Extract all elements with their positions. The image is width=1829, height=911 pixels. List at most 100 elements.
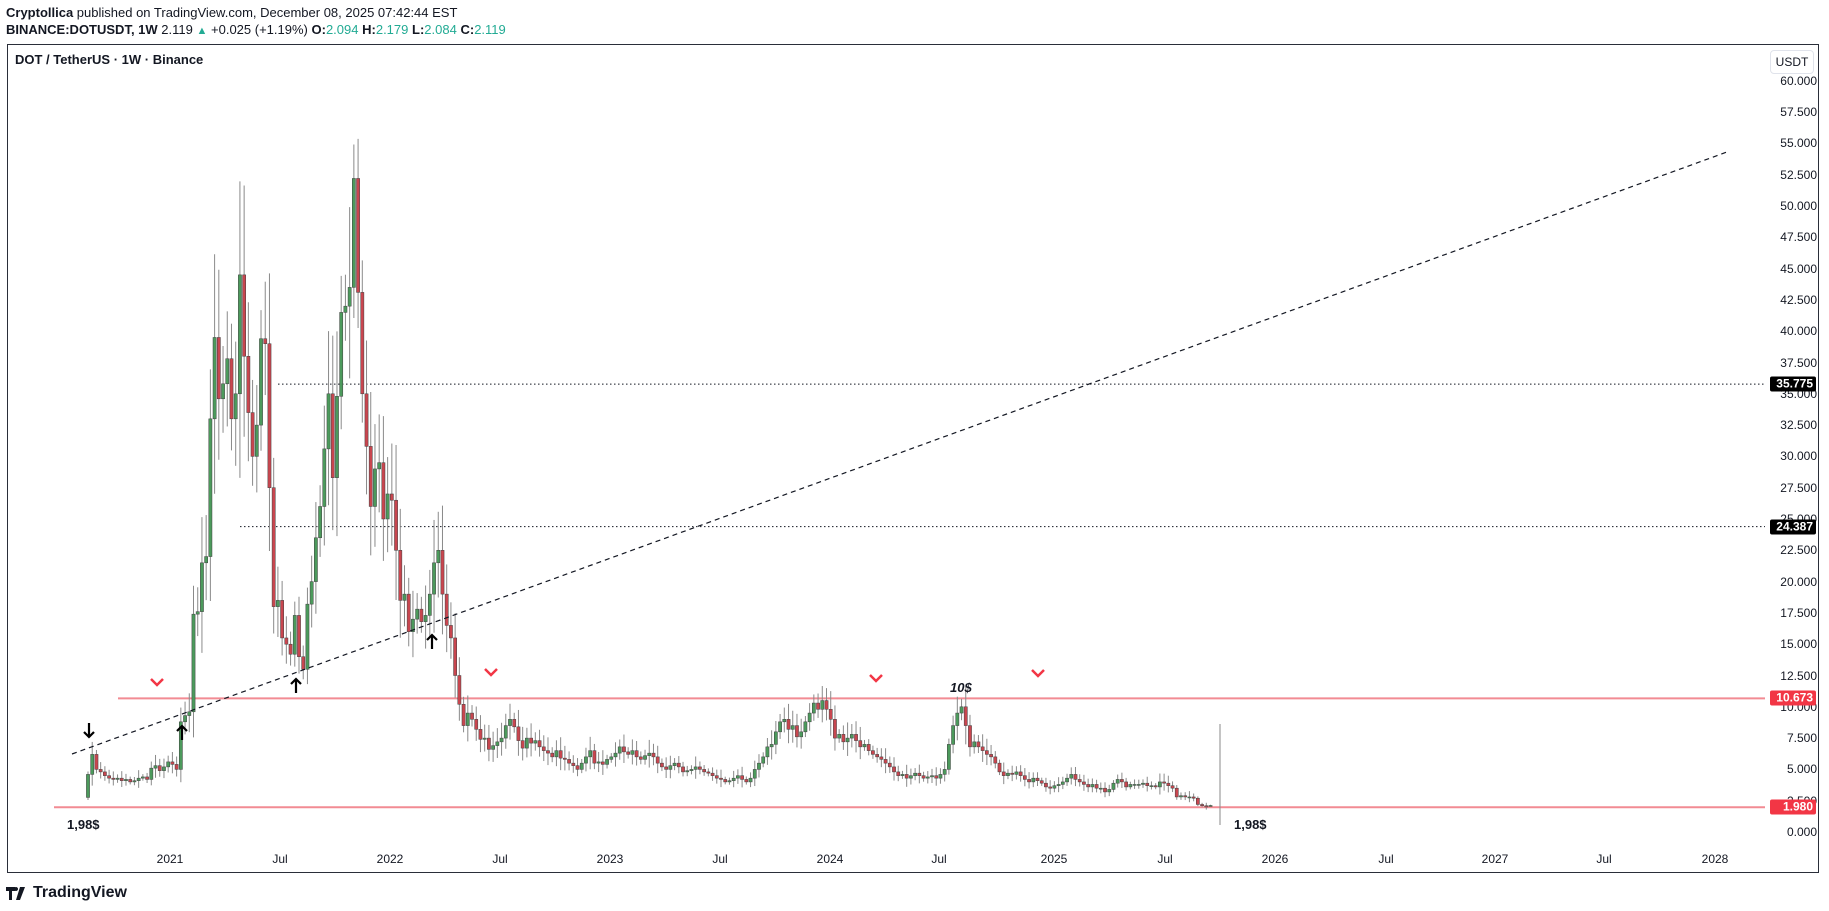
candle-up [347, 287, 352, 307]
candle-down [660, 762, 664, 768]
candle-up [212, 337, 217, 420]
candle-up [588, 750, 593, 758]
candle-down [1170, 785, 1175, 789]
candle-down [858, 740, 863, 748]
candle-down [1039, 780, 1044, 784]
y-tick-label: 55.000 [1780, 136, 1817, 151]
candle-down [119, 777, 124, 781]
candle-up [491, 745, 495, 750]
candle-down [449, 625, 453, 639]
ohlc-legend: BINANCE:DOTUSDT, 1W 2.119 ▲ +0.025 (+1.1… [6, 21, 506, 40]
candle-down [1196, 797, 1200, 805]
candle-up [314, 537, 318, 582]
candle-up [178, 721, 183, 770]
candle-up [693, 766, 698, 770]
candle-down [997, 762, 1002, 773]
candle-up [402, 593, 407, 601]
candle-up [495, 741, 500, 746]
candle-down [541, 746, 546, 751]
candle-up [221, 383, 225, 400]
candle-up [326, 393, 331, 450]
candle-up [959, 706, 964, 714]
triangle-up-icon: ▲ [196, 25, 208, 37]
currency-button[interactable]: USDT [1770, 50, 1814, 74]
candle-down [1124, 781, 1128, 788]
candle-down [575, 765, 580, 770]
candle-down [866, 744, 871, 751]
candle-up [1014, 771, 1019, 775]
text-annotation[interactable]: 10$ [950, 680, 972, 695]
candle-up [685, 770, 690, 773]
price-line-label: 24.387 [1770, 519, 1816, 535]
candle-down [301, 656, 306, 670]
candle-down [1153, 785, 1158, 788]
candle-down [702, 769, 706, 773]
candle-down [364, 393, 369, 447]
candle-up [1179, 795, 1183, 798]
candle-up [276, 600, 280, 607]
candle-down [744, 779, 749, 783]
x-tick-label: Jul [272, 852, 288, 866]
candle-up [482, 737, 487, 740]
candle-up [1060, 781, 1065, 785]
candle-down [841, 734, 846, 743]
candle-up [617, 746, 622, 754]
candle-up [427, 593, 432, 616]
candle-down [537, 740, 542, 748]
candle-up [643, 755, 647, 760]
candle-down [719, 777, 723, 780]
chevron-down-icon [1031, 669, 1045, 678]
candle-down [592, 750, 597, 764]
candle-up [377, 462, 382, 470]
candle-down [1018, 771, 1023, 776]
open-value: 2.094 [325, 22, 359, 37]
candle-down [280, 600, 284, 639]
candle-up [423, 615, 428, 622]
text-annotation[interactable]: 1,98$ [1234, 817, 1267, 832]
price-axis[interactable]: 0.0002.5005.0007.50010.00012.50015.00017… [1765, 0, 1817, 911]
candle-up [533, 740, 538, 744]
y-tick-label: 15.000 [1780, 637, 1817, 652]
x-tick-label: Jul [1596, 852, 1612, 866]
candle-down [1022, 775, 1027, 780]
tradingview-logo[interactable]: TradingView [6, 884, 127, 902]
candle-down [1162, 781, 1166, 784]
x-tick-label: 2022 [376, 852, 404, 866]
candle-down [795, 725, 799, 738]
candle-down [419, 608, 424, 622]
candle-up [1006, 772, 1010, 776]
publisher-name[interactable]: Cryptollica [6, 5, 74, 20]
candle-down [250, 412, 255, 457]
price-change: +0.025 (+1.19%) [211, 22, 308, 37]
candle-down [833, 719, 837, 739]
low-label: L: [412, 22, 425, 37]
candle-down [714, 775, 719, 779]
candle-down [389, 493, 394, 501]
candle-up [925, 776, 930, 779]
high-label: H: [362, 22, 376, 37]
candle-down [706, 771, 711, 774]
arrow-head [83, 731, 95, 739]
candle-up [415, 608, 420, 620]
candle-down [284, 637, 289, 645]
candle-down [600, 761, 605, 765]
y-tick-label: 45.000 [1780, 261, 1817, 276]
candle-up [1158, 781, 1162, 788]
candle-down [985, 750, 989, 755]
candle-down [1120, 779, 1124, 783]
tradingview-logo-icon [6, 886, 25, 900]
candle-down [883, 759, 888, 764]
candle-down [94, 754, 99, 770]
candle-down [1174, 787, 1179, 798]
y-tick-label: 50.000 [1780, 199, 1817, 213]
candle-down [824, 700, 829, 710]
candle-down [816, 702, 820, 710]
candle-up [748, 777, 753, 783]
candle-down [1191, 796, 1196, 799]
arrow-head [426, 633, 438, 641]
candle-up [166, 761, 171, 768]
text-annotation[interactable]: 1,98$ [67, 817, 100, 832]
candle-down [698, 766, 702, 770]
chart-frame[interactable] [7, 44, 1819, 873]
